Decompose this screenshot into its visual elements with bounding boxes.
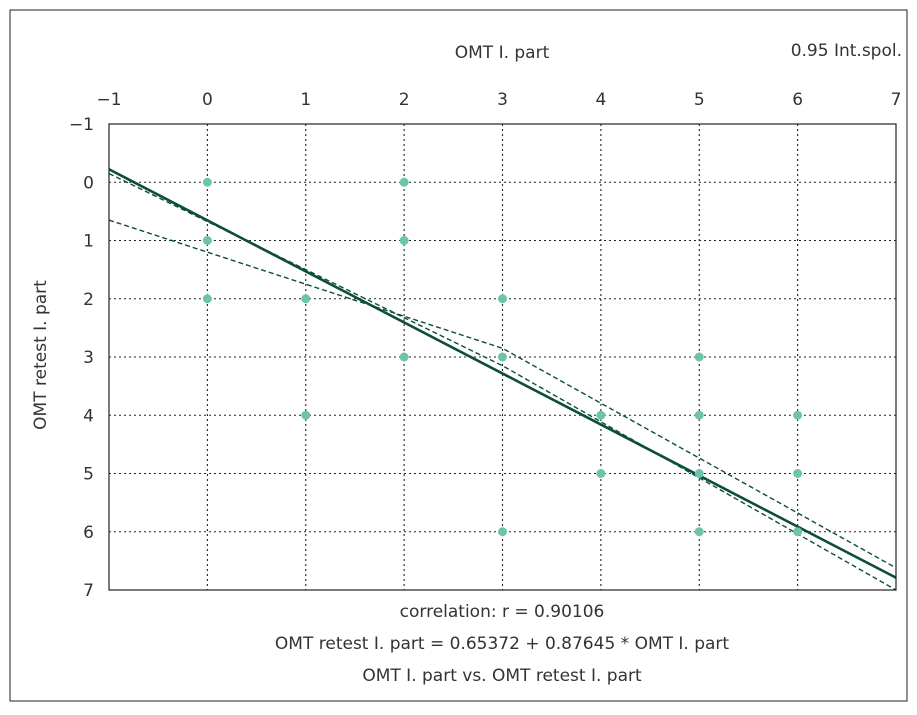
data-point [399, 352, 409, 362]
y-tick-label: 5 [83, 465, 94, 485]
x-tick-label: 1 [300, 90, 311, 110]
data-point [202, 236, 212, 245]
legend-note: 0.95 Int.spol. [791, 41, 902, 61]
data-point [301, 410, 311, 420]
regression-layer [108, 168, 897, 579]
data-point [202, 294, 212, 304]
y-tick-label: 4 [83, 406, 94, 426]
data-point [793, 410, 803, 420]
y-tick-label: −1 [69, 115, 94, 135]
data-point [694, 469, 704, 478]
data-point [498, 294, 507, 304]
data-point [694, 527, 704, 537]
tick-labels: −1 0 1 2 3 4 5 6 7 −1 0 1 2 3 4 5 6 7 [69, 90, 901, 601]
data-point [793, 527, 803, 537]
x-tick-label: 4 [595, 90, 606, 110]
regression-line [108, 168, 897, 579]
x-tick-label: 3 [497, 90, 508, 110]
y-axis-title: OMT retest I. part [31, 280, 51, 430]
confidence-band-lower [108, 219, 897, 569]
data-point [498, 352, 507, 362]
x-axis-title: OMT I. part [455, 43, 550, 63]
data-points [202, 177, 803, 537]
y-tick-label: 2 [83, 290, 94, 310]
y-tick-label: 1 [83, 232, 94, 252]
x-tick-label: 7 [891, 90, 902, 110]
y-tick-label: 3 [83, 348, 94, 368]
data-point [793, 469, 803, 478]
data-point [694, 410, 704, 420]
data-point [301, 294, 311, 304]
regression-equation: OMT retest I. part = 0.65372 + 0.87645 *… [275, 634, 730, 654]
x-tick-label: 2 [399, 90, 410, 110]
x-tick-label: 6 [792, 90, 803, 110]
y-tick-label: 0 [83, 173, 94, 193]
data-point [596, 410, 606, 420]
grid-lines [109, 124, 896, 590]
outer-border [9, 9, 908, 702]
data-point [498, 527, 507, 537]
y-tick-label: 6 [83, 523, 94, 543]
x-tick-label: 5 [694, 90, 705, 110]
chart-title: OMT I. part vs. OMT retest I. part [362, 666, 642, 686]
x-tick-label: −1 [96, 90, 121, 110]
y-tick-label: 7 [83, 581, 94, 601]
data-point [596, 469, 606, 478]
correlation-caption: correlation: r = 0.90106 [400, 602, 605, 622]
data-point [202, 177, 212, 187]
x-tick-label: 0 [202, 90, 213, 110]
data-point [399, 236, 409, 245]
data-point [694, 352, 704, 362]
plot-area-border [108, 123, 897, 591]
data-point [399, 177, 409, 187]
